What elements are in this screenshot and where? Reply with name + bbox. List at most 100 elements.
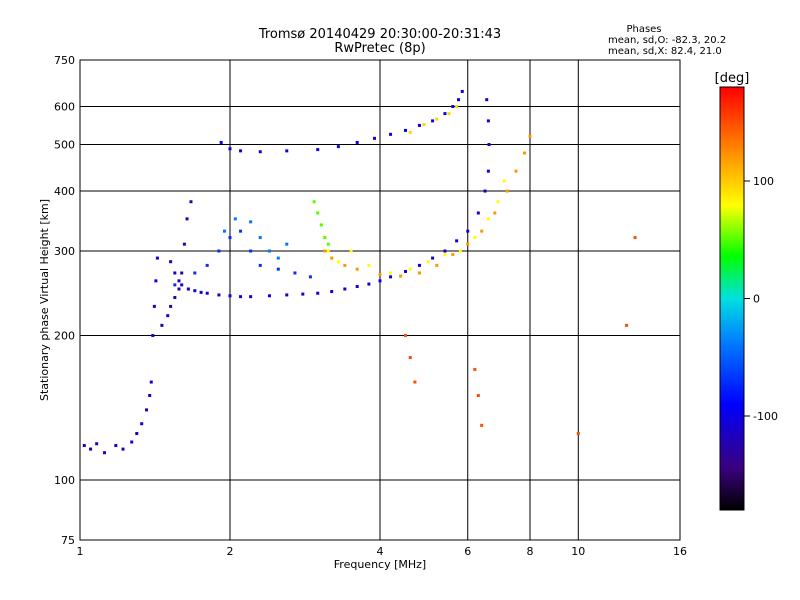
echo-point bbox=[480, 229, 484, 233]
stats-x-mode: mean, sd,X: 82.4, 21.0 bbox=[608, 46, 722, 57]
echo-point bbox=[523, 151, 527, 155]
echo-point bbox=[316, 211, 320, 215]
echo-point bbox=[476, 394, 480, 398]
echo-point bbox=[285, 242, 289, 246]
echo-point bbox=[155, 256, 159, 260]
echo-point bbox=[435, 117, 439, 121]
echo-point bbox=[343, 263, 347, 267]
echo-point bbox=[355, 285, 359, 289]
y-tick-label: 500 bbox=[54, 139, 75, 152]
echo-point bbox=[480, 423, 484, 427]
stats-o-mode: mean, sd,O: -82.3, 20.2 bbox=[608, 35, 726, 46]
echo-point bbox=[485, 98, 489, 102]
echo-point bbox=[95, 442, 99, 446]
echo-point bbox=[326, 242, 330, 246]
data-points bbox=[82, 89, 637, 455]
echo-point bbox=[389, 132, 393, 136]
echo-point bbox=[249, 249, 253, 253]
echo-point bbox=[403, 269, 407, 273]
x-tick-label: 2 bbox=[227, 545, 234, 558]
echo-point bbox=[205, 263, 209, 267]
echo-point bbox=[514, 169, 518, 173]
echo-point bbox=[223, 229, 227, 233]
echo-point bbox=[460, 89, 464, 93]
echo-point bbox=[140, 422, 144, 426]
echo-point bbox=[249, 295, 253, 299]
y-tick-label: 300 bbox=[54, 245, 75, 258]
echo-point bbox=[458, 249, 462, 253]
echo-point bbox=[502, 179, 506, 183]
echo-point bbox=[403, 128, 407, 132]
x-tick-label: 4 bbox=[377, 545, 384, 558]
echo-point bbox=[180, 283, 184, 287]
echo-point bbox=[367, 263, 371, 267]
x-tick-label: 8 bbox=[527, 545, 534, 558]
chart-title: Tromsø 20140429 20:30:00-20:31:43 bbox=[258, 27, 501, 42]
echo-point bbox=[267, 249, 271, 253]
colorbar-tick-label: 0 bbox=[753, 293, 760, 306]
echo-point bbox=[316, 291, 320, 295]
echo-point bbox=[276, 267, 280, 271]
colorbar-gradient bbox=[719, 86, 745, 511]
echo-point bbox=[473, 236, 477, 240]
echo-point bbox=[413, 380, 417, 384]
echo-point bbox=[177, 287, 181, 291]
echo-point bbox=[166, 314, 170, 318]
echo-point bbox=[130, 440, 134, 444]
echo-point bbox=[326, 249, 330, 253]
echo-point bbox=[228, 147, 232, 151]
y-tick-label: 75 bbox=[61, 534, 75, 547]
echo-point bbox=[293, 271, 297, 275]
echo-point bbox=[239, 295, 243, 299]
echo-point bbox=[426, 260, 430, 264]
echo-point bbox=[239, 149, 243, 153]
echo-point bbox=[193, 271, 197, 275]
echo-point bbox=[486, 169, 490, 173]
echo-point bbox=[301, 292, 305, 296]
echo-point bbox=[493, 211, 497, 215]
x-tick-label: 16 bbox=[673, 545, 687, 558]
chart-subtitle: RwPretec (8p) bbox=[334, 41, 425, 56]
echo-point bbox=[633, 236, 637, 240]
echo-point bbox=[180, 271, 184, 275]
echo-point bbox=[373, 136, 377, 140]
x-tick-label: 1 bbox=[77, 545, 84, 558]
colorbar-tick-label: 100 bbox=[753, 175, 774, 188]
echo-point bbox=[249, 220, 253, 224]
echo-point bbox=[160, 323, 164, 327]
stats-heading: Phases bbox=[626, 24, 661, 35]
echo-point bbox=[217, 293, 221, 297]
y-tick-label: 100 bbox=[54, 474, 75, 487]
echo-point bbox=[258, 263, 262, 267]
echo-point bbox=[417, 271, 421, 275]
echo-point bbox=[403, 334, 407, 338]
x-axis-label: Frequency [MHz] bbox=[334, 558, 426, 571]
echo-point bbox=[528, 134, 532, 138]
echo-point bbox=[336, 260, 340, 264]
echo-point bbox=[121, 447, 125, 451]
echo-point bbox=[408, 130, 412, 134]
echo-point bbox=[399, 274, 403, 278]
x-tick-label: 10 bbox=[571, 545, 585, 558]
echo-point bbox=[82, 444, 86, 448]
echo-point bbox=[182, 242, 186, 246]
echo-point bbox=[193, 289, 197, 293]
echo-point bbox=[417, 263, 421, 267]
echo-point bbox=[205, 291, 209, 295]
echo-point bbox=[154, 279, 158, 283]
echo-point bbox=[330, 290, 334, 294]
echo-point bbox=[186, 287, 190, 291]
echo-point bbox=[422, 123, 426, 127]
echo-point bbox=[308, 275, 312, 279]
echo-point bbox=[103, 451, 107, 455]
echo-point bbox=[148, 394, 152, 398]
echo-point bbox=[169, 260, 173, 264]
echo-point bbox=[576, 432, 580, 436]
echo-point bbox=[466, 242, 470, 246]
echo-point bbox=[431, 119, 435, 123]
echo-point bbox=[177, 279, 181, 283]
echo-point bbox=[455, 239, 459, 243]
echo-point bbox=[486, 217, 490, 221]
echo-point bbox=[447, 112, 451, 116]
